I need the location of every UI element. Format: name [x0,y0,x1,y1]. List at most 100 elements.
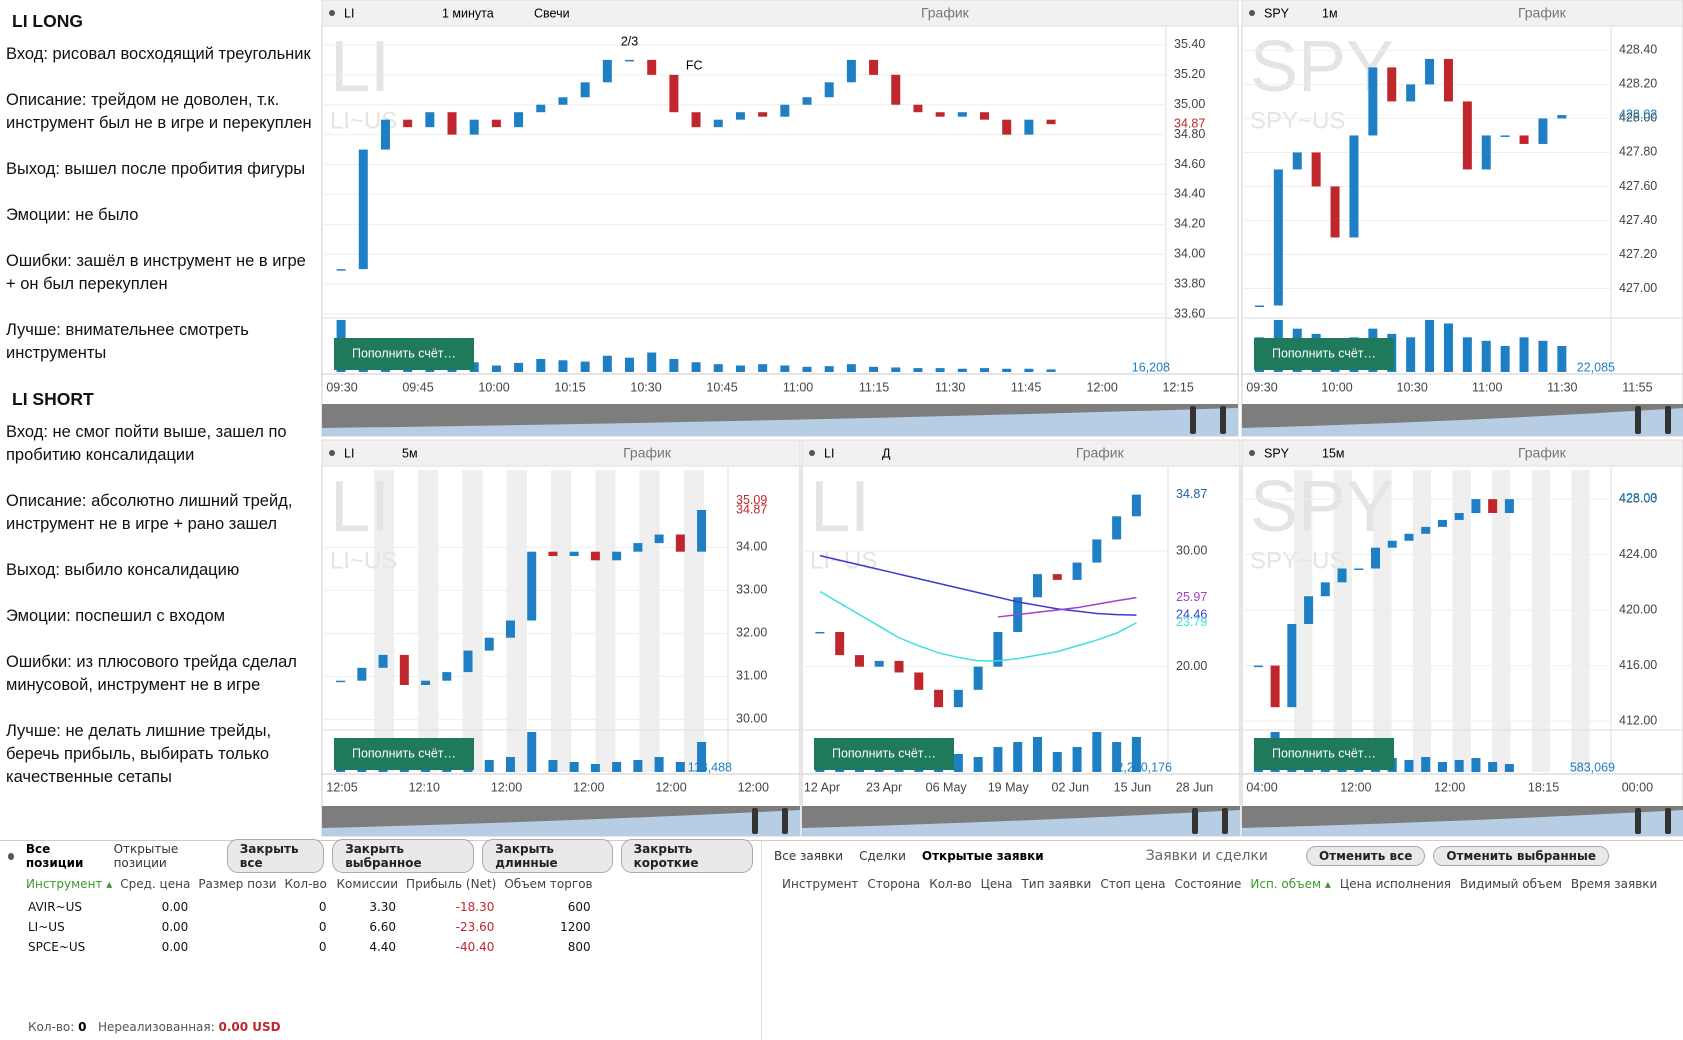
button[interactable]: Закрыть все [226,839,325,873]
x-tick-label: 09:30 [1246,380,1277,394]
candle [558,97,568,105]
volume-bar [1488,762,1498,772]
candle [527,551,537,621]
column-header[interactable]: Инструмент ▴ [26,877,113,891]
column-header[interactable]: Прибыль (Net) [406,877,497,891]
cell [194,917,280,937]
volume-bar [491,365,501,372]
volume-bar [647,352,657,372]
watermark: LI [810,467,870,547]
button[interactable]: Закрыть выбранное [332,839,475,873]
tab[interactable]: Сделки [859,849,906,863]
deposit-button[interactable] [334,738,474,770]
x-tick-label: 18:15 [1528,780,1559,794]
candle [358,149,368,270]
position-row[interactable]: LI~US 0.00 0 6.60 -23.60 1200 [22,917,597,937]
navigator-handle[interactable] [1665,808,1671,834]
button[interactable]: Отменить все [1305,846,1426,866]
column-header[interactable]: Комиссии [336,877,399,891]
column-header[interactable]: Видимый объем [1459,877,1562,891]
volume-bar [1046,369,1056,372]
position-row[interactable]: AVIR~US 0.00 0 3.30 -18.30 600 [22,897,597,917]
tab[interactable]: Все заявки [774,849,844,863]
navigator-handle[interactable] [1222,808,1228,834]
candle [758,112,768,117]
y-tick-label: 34.80 [1174,127,1205,141]
position-row[interactable]: SPCE~US 0.00 0 4.40 -40.40 800 [22,937,597,957]
deposit-button[interactable] [334,338,474,370]
tab[interactable]: Все позиции [25,842,84,870]
x-tick-label: 06 May [926,780,968,794]
deposit-button[interactable] [1254,738,1394,770]
column-header[interactable]: Размер пози [198,877,277,891]
deposit-button[interactable] [814,738,954,770]
deposit-button-label: Пополнить счёт… [1272,346,1376,360]
column-header[interactable]: Кол-во [284,877,327,891]
annotation: FC [686,58,703,72]
column-header[interactable]: Кол-во [929,877,972,891]
candle [957,112,967,117]
volume-bar [1504,764,1514,772]
session-band [462,470,483,772]
candle [484,637,494,651]
column-header[interactable]: Исп. объем ▴ [1250,877,1331,891]
notes-lines: Вход: не смог пойти выше, зашел по проби… [6,421,318,789]
candle [536,104,546,113]
note-line: Описание: трейдом не доволен, т.к. инстр… [6,91,312,132]
candle [802,97,812,105]
watermark-sub: LI~US [330,547,397,574]
column-header[interactable]: Сред. цена [120,877,191,891]
volume-bar [1421,757,1431,772]
column-header[interactable]: Состояние [1174,877,1242,891]
column-header[interactable]: Сторона [867,877,921,891]
button[interactable]: Закрыть длинные [482,839,613,873]
column-header[interactable]: Объем торгов [504,877,593,891]
session-band [595,470,616,772]
column-header[interactable]: Цена исполнения [1339,877,1451,891]
navigator-handle[interactable] [1635,808,1641,834]
candle [421,680,431,685]
cell: SPCE~US [28,940,86,954]
x-tick-label: 12:00 [1434,780,1465,794]
column-header[interactable]: Инструмент [782,877,859,891]
navigator-handle[interactable] [1192,808,1198,834]
column-header[interactable]: Тип заявки [1021,877,1092,891]
candle [973,666,983,690]
navigator-handle[interactable] [782,808,788,834]
status-dot [1249,10,1255,16]
moving-average [819,554,1137,616]
moving-average [819,590,1137,662]
timeframe: 1м [1322,6,1338,20]
status-dot [1249,450,1255,456]
symbol: SPY [1264,6,1290,20]
candle [1287,623,1297,708]
price-label: 428.02 [1619,107,1657,121]
note-line: Ошибки: зашёл в инструмент не в игре + о… [6,252,306,293]
column-header[interactable]: Время заявки [1570,877,1658,891]
candle [669,74,679,113]
volume-bar [1072,747,1082,772]
volume-bar [691,362,701,372]
candle [675,534,685,552]
deposit-button[interactable] [1254,338,1394,370]
y-tick-label: 31.00 [736,669,767,683]
column-header[interactable]: Стоп цена [1100,877,1166,891]
button[interactable]: Отменить выбранные [1433,846,1609,866]
column-header[interactable]: Цена [980,877,1013,891]
button[interactable]: Закрыть короткие [620,839,753,873]
tab[interactable]: Открытые позиции [113,842,179,870]
volume-bar [1052,752,1062,772]
x-tick-label: 12:00 [1340,780,1371,794]
note-line: Ошибки: из плюсового трейда сделал минус… [6,653,297,694]
volume-bar [953,754,963,772]
navigator-handle[interactable] [752,808,758,834]
candle [1052,574,1062,580]
navigator-handle[interactable] [1665,406,1671,434]
navigator-handle[interactable] [1190,406,1196,434]
chart-style: Свечи [534,6,570,20]
chart-panel [321,0,1239,437]
tab[interactable]: Открытые заявки [921,849,1044,863]
x-tick-label: 11:00 [1472,380,1502,394]
navigator-handle[interactable] [1220,406,1226,434]
navigator-handle[interactable] [1635,406,1641,434]
